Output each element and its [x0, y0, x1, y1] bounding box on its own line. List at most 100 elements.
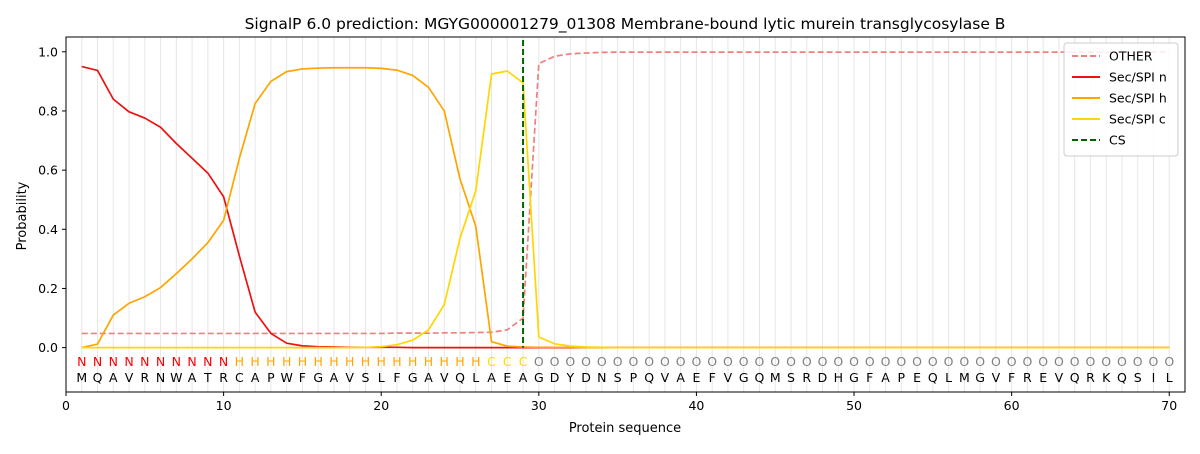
residue-label: G: [408, 370, 418, 385]
residue-label: S: [614, 370, 622, 385]
region-label: O: [928, 354, 938, 369]
region-label: O: [1070, 354, 1080, 369]
residue-label: W: [170, 370, 182, 385]
region-label: O: [881, 354, 891, 369]
region-label: O: [991, 354, 1001, 369]
residue-label: L: [472, 370, 479, 385]
residue-label: P: [630, 370, 638, 385]
region-label: O: [1133, 354, 1143, 369]
residue-label: Q: [755, 370, 765, 385]
region-label: H: [235, 354, 244, 369]
residue-label: A: [424, 370, 433, 385]
residue-label: V: [992, 370, 1001, 385]
region-label: O: [786, 354, 796, 369]
residue-label: V: [661, 370, 670, 385]
residue-label: M: [76, 370, 87, 385]
residue-label: M: [770, 370, 781, 385]
region-label: H: [250, 354, 259, 369]
y-tick-label: 0.0: [38, 340, 58, 355]
region-label: N: [203, 354, 212, 369]
residue-label: S: [1134, 370, 1142, 385]
residue-label: A: [881, 370, 890, 385]
region-label: O: [975, 354, 985, 369]
region-label: N: [156, 354, 165, 369]
region-label: O: [644, 354, 654, 369]
residue-label: Q: [93, 370, 103, 385]
region-label: H: [377, 354, 386, 369]
legend-label: CS: [1109, 133, 1126, 148]
residue-label: A: [109, 370, 118, 385]
region-label: O: [818, 354, 828, 369]
x-tick-label: 40: [688, 398, 704, 413]
region-label: O: [833, 354, 843, 369]
residue-label: V: [345, 370, 354, 385]
y-tick-label: 0.2: [38, 281, 58, 296]
region-label: O: [581, 354, 591, 369]
region-label: O: [707, 354, 717, 369]
legend-box: [1063, 42, 1179, 157]
region-label: H: [471, 354, 480, 369]
residue-label: G: [313, 370, 323, 385]
residue-label: D: [581, 370, 591, 385]
y-tick-label: 1.0: [38, 44, 58, 59]
y-axis-label: Probability: [15, 181, 30, 250]
region-label: O: [959, 354, 969, 369]
region-label: O: [802, 354, 812, 369]
residue-label: V: [125, 370, 134, 385]
x-axis-label: Protein sequence: [569, 421, 681, 436]
residue-label: Y: [566, 370, 575, 385]
region-label: N: [140, 354, 149, 369]
residue-label: D: [550, 370, 560, 385]
region-label: N: [93, 354, 102, 369]
residue-label: L: [378, 370, 385, 385]
residue-label: C: [235, 370, 244, 385]
residue-label: G: [849, 370, 859, 385]
residue-label: G: [534, 370, 544, 385]
residue-label: R: [1086, 370, 1095, 385]
region-label: H: [313, 354, 322, 369]
region-label: N: [77, 354, 86, 369]
residue-label: H: [834, 370, 843, 385]
residue-label: Q: [455, 370, 465, 385]
x-tick-label: 60: [1004, 398, 1020, 413]
residue-label: N: [156, 370, 165, 385]
residue-label: Q: [928, 370, 938, 385]
residue-label: F: [866, 370, 873, 385]
region-label: O: [896, 354, 906, 369]
region-label: C: [487, 354, 496, 369]
residue-label: E: [1039, 370, 1047, 385]
region-label: O: [1101, 354, 1111, 369]
region-label: H: [345, 354, 354, 369]
region-label: N: [172, 354, 181, 369]
region-label: H: [424, 354, 433, 369]
region-label: O: [849, 354, 859, 369]
legend-label: OTHER: [1109, 49, 1153, 64]
residue-label: V: [1055, 370, 1064, 385]
region-label: O: [1164, 354, 1174, 369]
region-label: O: [1022, 354, 1032, 369]
region-label: O: [723, 354, 733, 369]
region-label: O: [628, 354, 638, 369]
residue-label: R: [802, 370, 811, 385]
residue-label: T: [203, 370, 212, 385]
residue-label: A: [251, 370, 260, 385]
residue-label: D: [818, 370, 828, 385]
region-label: O: [739, 354, 749, 369]
residue-label: R: [140, 370, 149, 385]
residue-label: G: [739, 370, 749, 385]
region-label: C: [503, 354, 512, 369]
residue-label: L: [945, 370, 952, 385]
residue-label: S: [787, 370, 795, 385]
chart-title: SignalP 6.0 prediction: MGYG000001279_01…: [245, 15, 1006, 34]
region-label: O: [613, 354, 623, 369]
x-tick-label: 20: [373, 398, 389, 413]
legend-label: Sec/SPI h: [1109, 91, 1167, 106]
residue-label: R: [219, 370, 228, 385]
series-line-sec-spi-c: [81, 70, 1170, 349]
y-tick-label: 0.4: [38, 222, 58, 237]
region-label: O: [944, 354, 954, 369]
residue-label: F: [709, 370, 716, 385]
x-tick-label: 30: [531, 398, 547, 413]
residue-label: F: [1008, 370, 1015, 385]
